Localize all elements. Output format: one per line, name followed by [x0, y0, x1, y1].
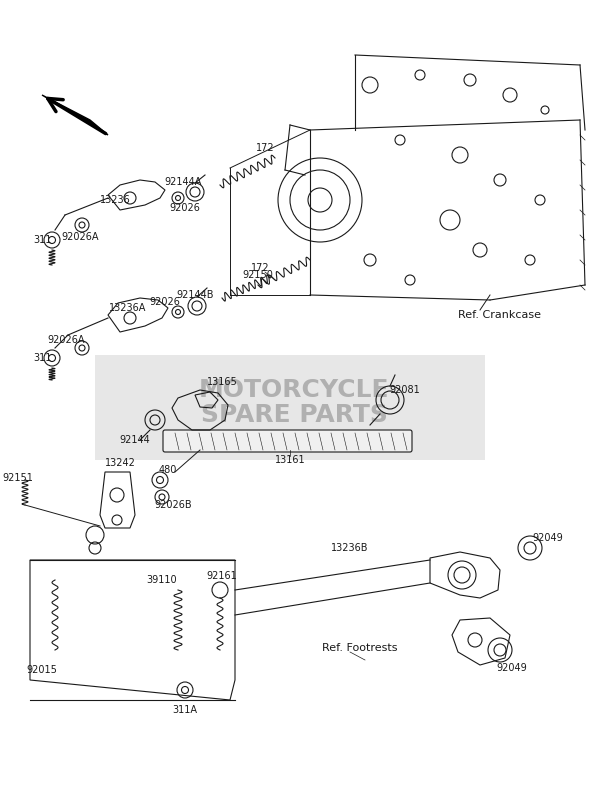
Circle shape: [75, 218, 89, 232]
Text: 39110: 39110: [147, 575, 177, 585]
Text: 311: 311: [33, 353, 51, 363]
Polygon shape: [42, 95, 108, 135]
Circle shape: [75, 341, 89, 355]
Circle shape: [44, 350, 60, 366]
Text: 311A: 311A: [173, 705, 197, 715]
Circle shape: [177, 682, 193, 698]
Text: 480: 480: [159, 465, 177, 475]
Text: SPARE PARTS: SPARE PARTS: [201, 403, 388, 427]
Circle shape: [518, 536, 542, 560]
Text: 92015: 92015: [27, 665, 58, 675]
Circle shape: [152, 472, 168, 488]
Text: 172: 172: [256, 143, 274, 153]
Text: 92161: 92161: [207, 571, 237, 581]
Text: Ref. Crankcase: Ref. Crankcase: [458, 310, 541, 320]
Text: 13236A: 13236A: [110, 303, 147, 313]
Circle shape: [172, 306, 184, 318]
Text: MOTORCYCLE: MOTORCYCLE: [198, 378, 389, 402]
Text: 13161: 13161: [274, 455, 305, 465]
Text: 92026B: 92026B: [154, 500, 192, 510]
Text: Ref. Footrests: Ref. Footrests: [322, 643, 398, 653]
Text: 92144B: 92144B: [176, 290, 214, 300]
Text: 92026: 92026: [150, 297, 180, 307]
Text: 92026: 92026: [170, 203, 200, 213]
Circle shape: [172, 192, 184, 204]
Text: 13165: 13165: [207, 377, 237, 387]
Text: 13242: 13242: [105, 458, 135, 468]
Text: 92081: 92081: [390, 385, 421, 395]
Text: 311: 311: [33, 235, 51, 245]
Text: 92150: 92150: [243, 270, 273, 280]
Circle shape: [155, 490, 169, 504]
Text: 13236B: 13236B: [331, 543, 369, 553]
Text: 92026A: 92026A: [61, 232, 99, 242]
Text: 92144: 92144: [120, 435, 150, 445]
FancyBboxPatch shape: [163, 430, 412, 452]
Text: 92026A: 92026A: [47, 335, 85, 345]
Text: 172: 172: [251, 263, 269, 273]
Text: 92151: 92151: [2, 473, 34, 483]
Text: 92049: 92049: [532, 533, 563, 543]
Circle shape: [488, 638, 512, 662]
Text: 92144A: 92144A: [164, 177, 201, 187]
Text: 92049: 92049: [497, 663, 527, 673]
Text: 13236: 13236: [100, 195, 130, 205]
FancyBboxPatch shape: [95, 355, 485, 460]
Circle shape: [44, 232, 60, 248]
